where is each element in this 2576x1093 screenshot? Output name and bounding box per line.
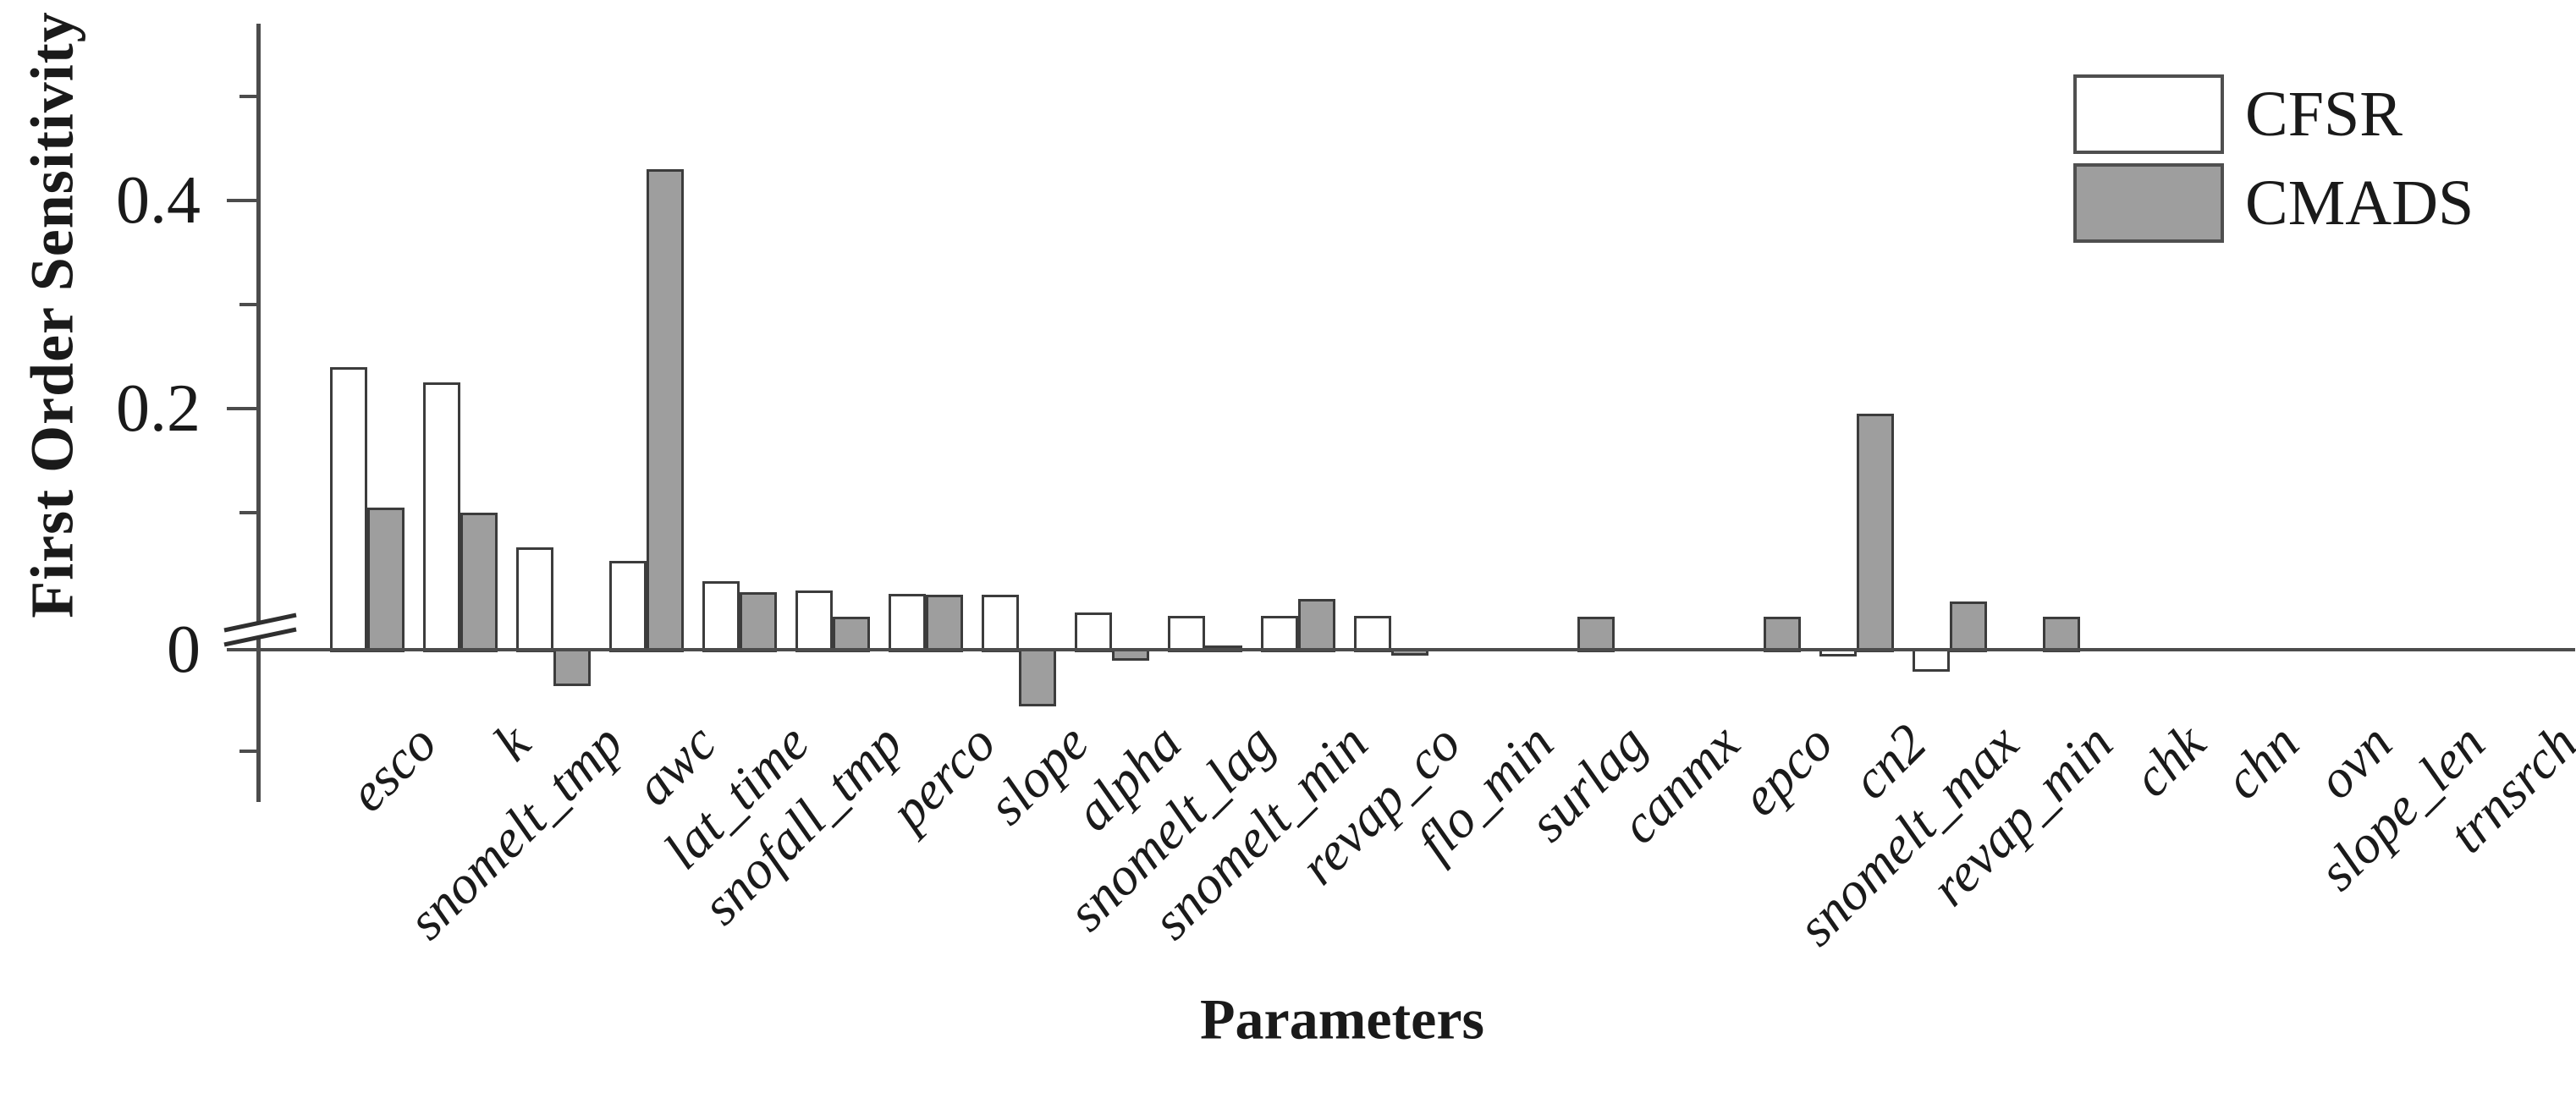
bar-cmads-perco xyxy=(926,595,963,652)
bar-cfsr-snomelt_lag xyxy=(1168,615,1205,652)
x-tick-label-text: k xyxy=(482,712,542,772)
y-minor-tick xyxy=(239,511,259,514)
y-tick-label: 0.2 xyxy=(116,371,201,446)
y-minor-tick xyxy=(239,749,259,753)
y-minor-tick xyxy=(239,303,259,306)
bar-cfsr-snomelt_max xyxy=(1913,649,1950,673)
y-major-tick xyxy=(227,407,259,410)
x-axis-line xyxy=(256,648,2575,651)
bar-cmads-snofall_tmp xyxy=(833,617,870,652)
bar-cfsr-awc xyxy=(609,560,647,652)
y-major-tick xyxy=(227,648,259,651)
y-axis-title: First Order Sensitivity xyxy=(18,11,86,618)
bar-cmads-surlag xyxy=(1577,617,1615,652)
bar-cfsr-alpha xyxy=(1075,612,1112,652)
x-axis-title: Parameters xyxy=(1199,986,1485,1052)
bar-cfsr-snomelt_min xyxy=(1261,615,1298,652)
bar-cmads-cn2 xyxy=(1857,414,1894,652)
axis-break-icon xyxy=(223,612,297,647)
x-tick-label-text: epco xyxy=(1729,712,1845,827)
y-minor-tick xyxy=(239,95,259,98)
bar-cmads-lat_time xyxy=(740,591,777,652)
bar-cmads-slope xyxy=(1019,649,1056,706)
legend-swatch-cfsr xyxy=(2073,74,2224,154)
y-axis-line xyxy=(256,24,261,802)
bar-cmads-esco xyxy=(367,507,405,652)
bar-cfsr-lat_time xyxy=(702,581,740,652)
y-major-tick xyxy=(227,199,259,202)
bar-cmads-snomelt_min xyxy=(1298,599,1335,652)
bar-cfsr-k xyxy=(423,382,460,652)
bar-cfsr-esco xyxy=(330,366,367,652)
y-tick-label: 0 xyxy=(167,612,201,687)
bar-cmads-awc xyxy=(647,169,684,652)
bar-cmads-k xyxy=(460,513,498,652)
bar-cfsr-snofall_tmp xyxy=(795,590,833,652)
legend-swatch-cmads xyxy=(2073,163,2224,243)
x-tick-label-text: esco xyxy=(337,712,449,823)
bar-cfsr-slope xyxy=(982,595,1019,652)
x-tick-label-text: chk xyxy=(2121,712,2217,809)
legend-label-cfsr: CFSR xyxy=(2245,79,2403,150)
legend-label-cmads: CMADS xyxy=(2245,168,2474,239)
bar-cfsr-revap_co xyxy=(1354,615,1391,652)
bar-cfsr-perco xyxy=(889,593,926,652)
bar-cmads-revap_min xyxy=(2043,617,2080,652)
x-tick-label-text: chn xyxy=(2211,712,2310,810)
bar-cfsr-snomelt_tmp xyxy=(516,546,553,652)
bar-cmads-snomelt_tmp xyxy=(553,649,591,686)
x-tick-label-text: perco xyxy=(878,712,1007,841)
bar-cmads-snomelt_max xyxy=(1950,601,1987,652)
y-tick-label: 0.4 xyxy=(116,163,201,238)
bar-cmads-epco xyxy=(1764,617,1801,652)
